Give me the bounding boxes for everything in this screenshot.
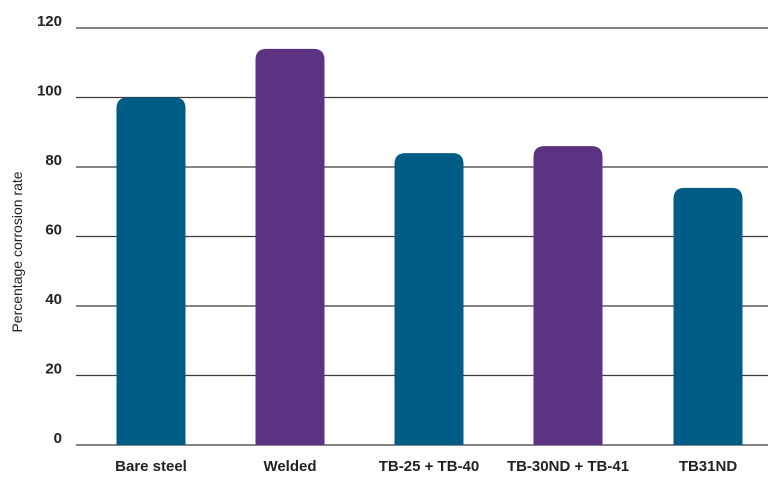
x-axis-ticks: Bare steel Welded TB-25 + TB-40 TB-30ND + T… <box>115 458 737 475</box>
bar-1 <box>255 48 325 445</box>
y-tick-label: 40 <box>45 291 62 308</box>
bar-0 <box>116 97 186 445</box>
x-tick-label: TB-30ND + TB-41 <box>507 458 629 475</box>
y-tick-label: 80 <box>45 152 62 169</box>
bars <box>116 48 743 445</box>
y-axis-title: Percentage corrosion rate <box>9 171 25 332</box>
y-tick-label: 100 <box>37 83 62 100</box>
x-tick-label: TB-25 + TB-40 <box>379 458 479 475</box>
y-tick-label: 60 <box>45 222 62 239</box>
bar-3 <box>533 146 603 445</box>
bar-4 <box>673 187 743 445</box>
x-tick-label: TB31ND <box>679 458 738 475</box>
y-tick-label: 120 <box>37 13 62 30</box>
bar-2 <box>394 153 464 445</box>
x-tick-label: Welded <box>263 458 316 475</box>
y-tick-label: 0 <box>54 430 62 447</box>
y-axis-ticks: 0 20 40 60 80 100 120 <box>37 13 62 447</box>
x-tick-label: Bare steel <box>115 458 187 475</box>
y-tick-label: 20 <box>45 361 62 378</box>
